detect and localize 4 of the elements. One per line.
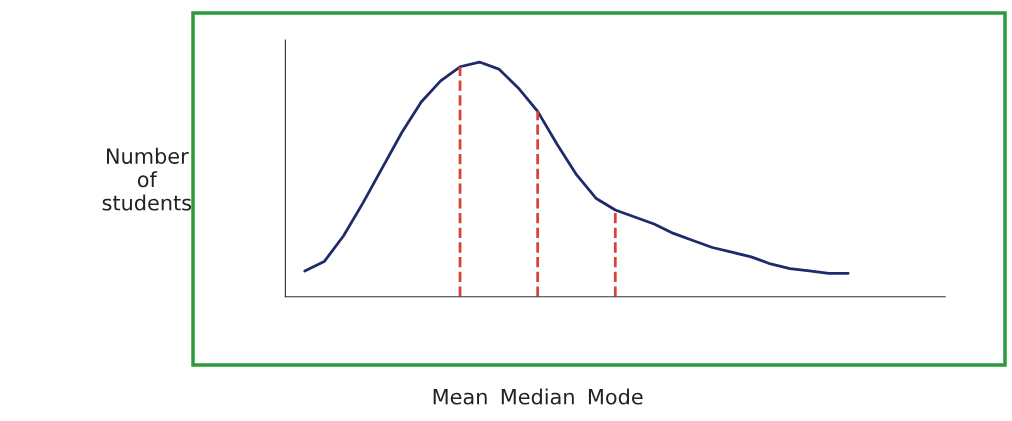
y-axis-title: Number of students bbox=[102, 147, 192, 211]
x-tick-label: Median bbox=[501, 388, 574, 405]
x-tick-label: Mode bbox=[588, 388, 643, 405]
x-tick-label: Mean bbox=[433, 389, 487, 405]
